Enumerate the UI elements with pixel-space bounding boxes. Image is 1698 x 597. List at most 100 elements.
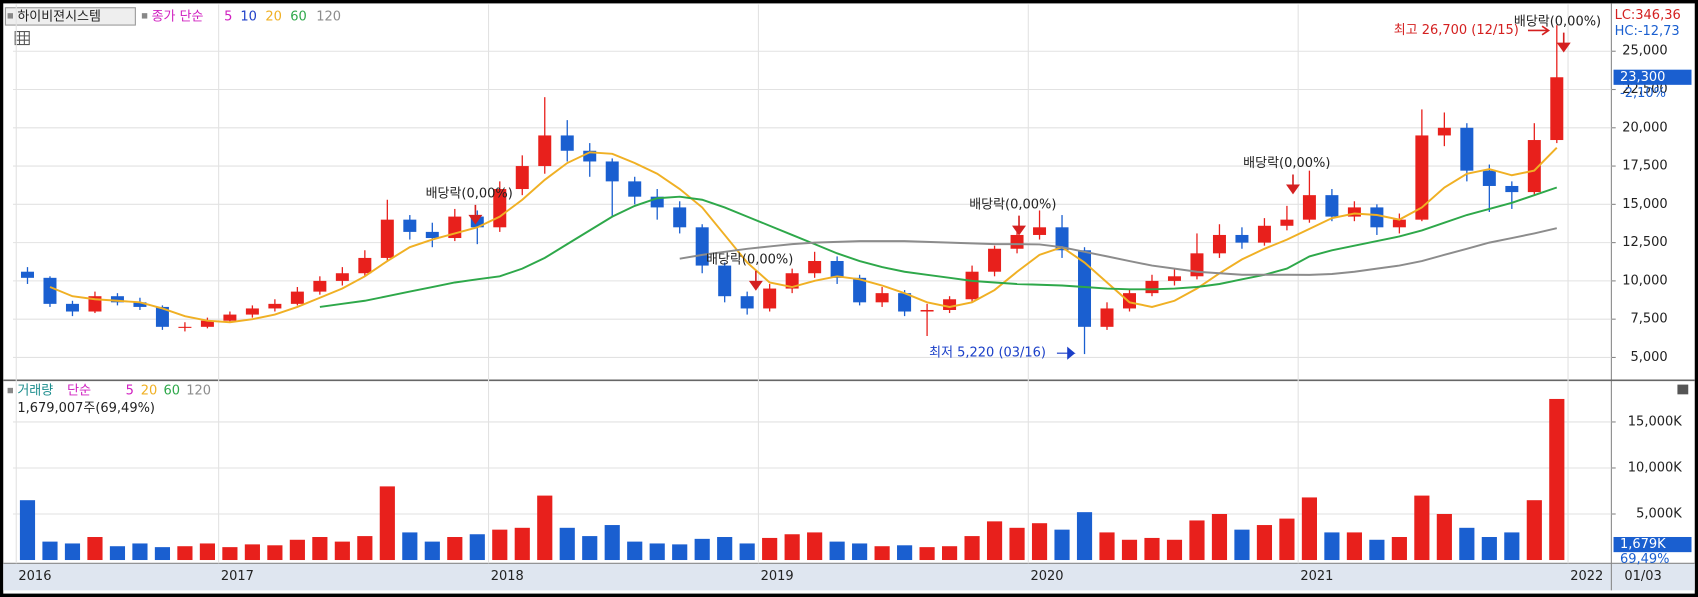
- candle-body: [1100, 308, 1114, 327]
- ma-line: [679, 227, 1558, 276]
- candle-body: [1347, 207, 1361, 217]
- candle-body: [1482, 170, 1496, 186]
- volume-bar: [1391, 537, 1407, 561]
- candle-body: [740, 296, 754, 309]
- volume-bar: [289, 539, 305, 561]
- x-tick-label: 2022: [1570, 569, 1603, 584]
- candle-body: [1415, 135, 1429, 220]
- volume-bar: [1054, 529, 1070, 561]
- candle-body: [988, 248, 1002, 272]
- candle-body: [290, 291, 304, 304]
- candle-body: [1235, 234, 1249, 243]
- volume-bar: [1459, 527, 1475, 561]
- volume-bar: [1526, 500, 1542, 561]
- volume-bar: [357, 536, 373, 561]
- volume-bar: [1121, 539, 1138, 561]
- volume-bar: [852, 543, 868, 561]
- volume-bar: [1504, 532, 1520, 561]
- volume-bar: [1346, 532, 1362, 561]
- last-price-box: [1613, 69, 1692, 85]
- volume-bar: [1009, 527, 1025, 561]
- candle-body: [335, 273, 349, 281]
- volume-bar: [874, 546, 890, 561]
- volume-bar: [1301, 497, 1317, 561]
- volume-bar: [19, 500, 36, 561]
- candle-body: [583, 150, 597, 162]
- candle-body: [1078, 250, 1092, 327]
- candle-body: [425, 231, 439, 239]
- candle-body: [898, 293, 912, 312]
- volume-bar: [132, 543, 148, 561]
- title-box[interactable]: [4, 7, 136, 26]
- volume-bar: [1436, 514, 1452, 561]
- y-tick-label: 5,000K: [1636, 507, 1682, 522]
- candle-body: [830, 260, 844, 278]
- y-tick-label: 10,000: [1622, 273, 1667, 288]
- volume-bar: [1144, 537, 1160, 561]
- ma-legend: 60: [290, 9, 307, 24]
- volume-bar: [334, 541, 350, 561]
- volume-bar: [87, 537, 103, 561]
- volume-bar: [941, 546, 958, 561]
- chart-title: 하이비젼시스템: [17, 9, 101, 24]
- annotation: 배당락(0,00%): [969, 197, 1056, 212]
- annotation-arrow: [1527, 25, 1551, 36]
- annotation: 배당락(0,00%): [1243, 156, 1330, 171]
- grid-icon[interactable]: [14, 31, 30, 46]
- y-tick-label: 22,500: [1622, 82, 1667, 97]
- ma-line: [49, 146, 1558, 324]
- ma-legend: 10: [240, 9, 257, 24]
- y-tick-label: 7,500: [1631, 312, 1668, 327]
- y-tick-label: 5,000: [1631, 350, 1668, 365]
- dividend-arrow: [748, 270, 763, 291]
- volume-bar: [1076, 512, 1093, 561]
- volume-bar: [897, 545, 913, 561]
- candle-body: [245, 308, 259, 315]
- volume-bar: [1099, 532, 1115, 561]
- volume-bar: [627, 541, 643, 561]
- volume-bar: [177, 546, 193, 561]
- ma-legend: 20: [141, 384, 158, 399]
- candle-body: [785, 273, 799, 289]
- candle-body: [1167, 276, 1181, 281]
- hc-indicator: HC:-12,73: [1615, 24, 1680, 39]
- volume-bar: [1256, 525, 1273, 561]
- candle-body: [650, 196, 664, 208]
- y-tick-label: 10,000K: [1628, 460, 1682, 475]
- dividend-arrow: [1012, 215, 1027, 236]
- y-tick-label: 15,000: [1622, 197, 1667, 212]
- candle-body: [1437, 127, 1451, 136]
- last-volume-label: 1,679K: [1620, 537, 1666, 552]
- close-button[interactable]: [1677, 384, 1689, 395]
- volume-bar: [1211, 514, 1228, 561]
- x-tick-label: 2017: [221, 569, 254, 584]
- candle-body: [515, 166, 529, 190]
- canvas: [3, 3, 1695, 594]
- candle-body: [313, 280, 327, 292]
- candle-body: [718, 265, 732, 297]
- volume-bar: [986, 521, 1003, 561]
- y-tick-label: 17,500: [1622, 159, 1667, 174]
- volume-bar: [1369, 539, 1385, 561]
- candle-body: [1033, 227, 1047, 235]
- volume-bar: [604, 525, 620, 561]
- volume-bar: [784, 534, 800, 561]
- grid-icon-lines: [15, 31, 30, 45]
- volume-bar: [109, 546, 126, 561]
- candle-body: [560, 135, 574, 151]
- bullet: [7, 13, 13, 19]
- volume-bar: [1031, 523, 1048, 561]
- volume-bar: [672, 544, 688, 561]
- annotation: 최고 26,700 (12/15): [1394, 23, 1519, 38]
- candle-body: [1392, 219, 1406, 228]
- candle-body: [155, 306, 169, 327]
- volume-bar: [762, 537, 778, 561]
- candle-body: [920, 309, 934, 312]
- ma-legend: 60: [164, 384, 181, 399]
- volume-bar: [739, 543, 755, 561]
- candle-body: [875, 293, 889, 303]
- volume-bar: [402, 532, 418, 561]
- candle-body: [1055, 227, 1069, 251]
- volume-bar: [582, 536, 598, 561]
